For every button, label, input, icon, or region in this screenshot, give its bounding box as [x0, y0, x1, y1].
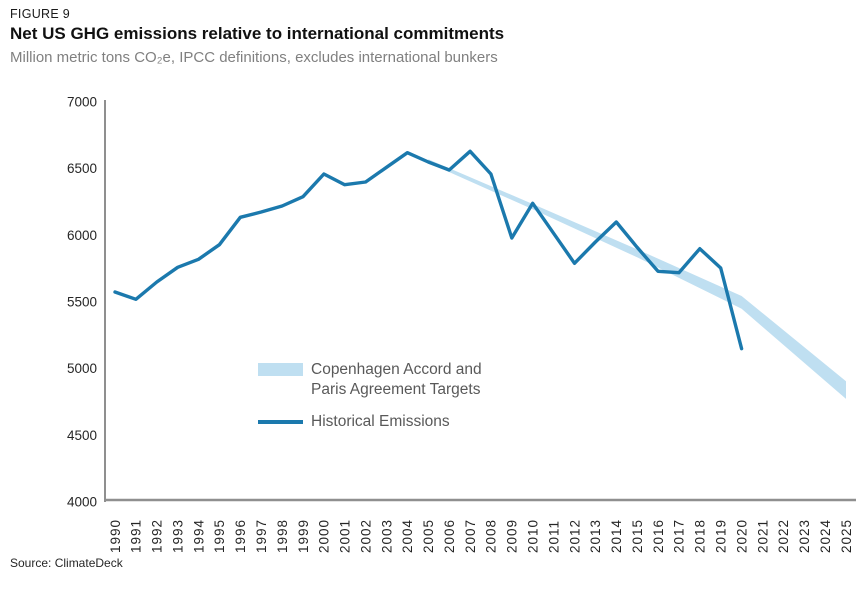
x-axis-tick-label: 2023 [797, 519, 812, 553]
x-axis-tick-label: 2024 [818, 519, 833, 553]
y-axis-tick-label: 5500 [67, 295, 97, 310]
legend-label-targets-line1: Copenhagen Accord and [311, 361, 482, 378]
y-axis-tick-label: 6000 [67, 228, 97, 243]
x-axis-tick-label: 2013 [588, 519, 603, 553]
y-axis-tick-label: 7000 [67, 95, 97, 110]
x-axis-tick-label: 2015 [630, 519, 645, 553]
x-axis-tick-label: 2022 [776, 519, 791, 553]
x-axis-tick-label: 2025 [839, 519, 854, 553]
y-axis-tick-label: 5000 [67, 361, 97, 376]
historical-line-swatch-icon [258, 420, 303, 424]
x-axis-tick-label: 2016 [651, 519, 666, 553]
x-axis-tick-label: 1994 [191, 519, 206, 553]
figure-number-label: FIGURE 9 [10, 7, 71, 21]
x-axis-tick-label: 2006 [442, 519, 457, 553]
x-axis-tick-label: 2020 [734, 519, 749, 553]
x-axis-tick-label: 2002 [358, 519, 373, 553]
y-axis-tick-label: 4000 [67, 495, 97, 510]
x-axis-tick-label: 1996 [233, 519, 248, 553]
x-axis-tick-label: 2000 [317, 519, 332, 553]
x-axis-tick-label: 1990 [108, 519, 123, 553]
x-axis-tick-label: 2001 [338, 519, 353, 553]
x-axis-tick-label: 1999 [296, 519, 311, 553]
x-axis-tick-label: 2003 [379, 519, 394, 553]
x-axis-tick-label: 1997 [254, 519, 269, 553]
legend-item-historical: Historical Emissions [258, 412, 482, 432]
legend-label-targets: Copenhagen Accord and Paris Agreement Ta… [311, 360, 482, 401]
y-axis-tick-label: 6500 [67, 161, 97, 176]
x-axis-tick-label: 2011 [546, 520, 561, 553]
chart-subtitle: Million metric tons CO₂e, IPCC definitio… [10, 49, 498, 66]
x-axis-tick-label: 2005 [421, 519, 436, 553]
x-axis-tick-label: 2017 [672, 519, 687, 553]
x-axis-tick-label: 2004 [400, 519, 415, 553]
x-axis-tick-label: 1995 [212, 519, 227, 553]
chart-title: Net US GHG emissions relative to interna… [10, 24, 505, 43]
chart-legend: Copenhagen Accord and Paris Agreement Ta… [258, 360, 482, 432]
x-axis-tick-label: 2008 [484, 519, 499, 553]
x-axis-tick-label: 2007 [463, 519, 478, 553]
x-axis-tick-label: 2018 [693, 519, 708, 553]
target-band-series [428, 159, 846, 399]
x-axis-tick-label: 1992 [150, 519, 165, 553]
x-axis-tick-label: 2014 [609, 519, 624, 553]
legend-item-targets: Copenhagen Accord and Paris Agreement Ta… [258, 360, 482, 401]
x-axis-tick-label: 2012 [567, 519, 582, 553]
legend-label-targets-line2: Paris Agreement Targets [311, 381, 481, 399]
target-band-swatch-icon [258, 363, 303, 376]
x-axis-tick-label: 1991 [129, 519, 144, 553]
x-axis-tick-label: 1998 [275, 519, 290, 553]
x-axis-tick-label: 2019 [714, 519, 729, 553]
source-attribution: Source: ClimateDeck [10, 556, 123, 570]
y-axis-tick-label: 4500 [67, 428, 97, 443]
historical-emissions-series [113, 149, 744, 351]
x-axis-tick-label: 2010 [526, 519, 541, 553]
legend-label-historical: Historical Emissions [311, 412, 450, 430]
x-axis-tick-label: 2009 [505, 519, 520, 553]
x-axis-tick-label: 1993 [171, 519, 186, 553]
x-axis-tick-label: 2021 [755, 519, 770, 553]
